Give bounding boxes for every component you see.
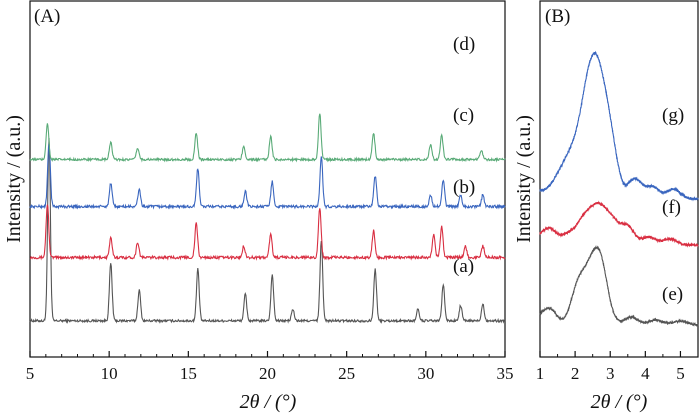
series-line-e [539,245,699,328]
curve-label-e: (e) [662,284,683,305]
panel-b-frame [539,0,699,358]
curve-label-b: (b) [453,177,475,198]
panel-a-curves [29,113,506,325]
x-tick-label-b-2: 3 [606,364,615,383]
x-tick-label-a-6: 35 [497,364,514,383]
x-tick-label-a-1: 10 [101,364,118,383]
x-tick-label-a-4: 25 [338,364,355,383]
y-axis-title-a: Intensity / (a.u.) [3,115,25,243]
curve-label-d: (d) [453,34,475,55]
panel-b-label: (B) [545,6,570,27]
series-line-a [29,137,506,325]
x-tick-label-a-2: 15 [180,364,197,383]
curve-label-c: (c) [453,105,474,126]
panel-b-curves [539,50,699,328]
x-tick-label-a-5: 30 [417,364,434,383]
x-axis-title-b: 2θ / (°) [591,391,648,413]
series-line-g [539,50,699,202]
x-tick-label-b-1: 2 [571,364,580,383]
series-line-f [539,200,699,248]
series-line-c [29,143,506,210]
x-axis-title-a: 2θ / (°) [240,391,297,413]
curve-label-f: (f) [662,197,681,218]
x-tick-label-b-3: 4 [641,364,650,383]
panel-b-ticks: 1 2 3 4 5 [536,351,699,383]
panel-a-label: (A) [34,6,60,27]
x-tick-label-b-0: 1 [536,364,545,383]
series-line-d [29,113,506,163]
series-line-b [29,204,506,261]
curve-label-g: (g) [662,105,684,126]
x-tick-label-a-3: 20 [259,364,276,383]
x-tick-label-a-0: 5 [26,364,35,383]
panel-a-frame [29,0,506,358]
curve-label-a: (a) [453,256,474,277]
panel-a-ticks: 5 10 15 20 25 30 35 [26,351,514,383]
x-tick-label-b-4: 5 [676,364,685,383]
y-axis-title-b: Intensity / (a.u.) [513,115,535,243]
